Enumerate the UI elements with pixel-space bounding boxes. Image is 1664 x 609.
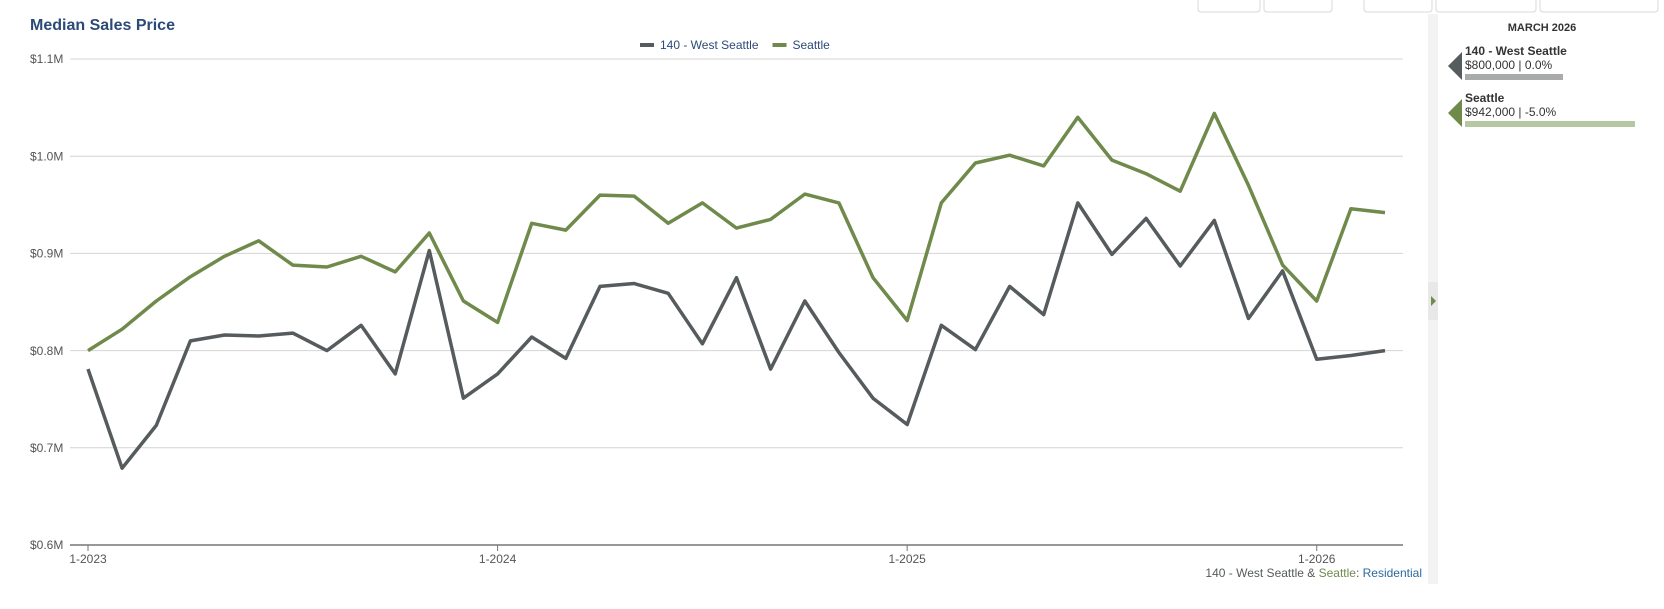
x-tick-label: 1-2026 [1298,552,1336,566]
y-tick-label: $1.0M [30,149,63,163]
y-tick-label: $0.7M [30,441,63,455]
series-line [86,201,1386,470]
toolbar-button[interactable] [1539,0,1659,13]
toolbar-button[interactable] [1363,0,1433,13]
legend-label[interactable]: Seattle [793,38,831,52]
panel-marker [1448,52,1462,80]
y-tick-label: $0.8M [30,344,63,358]
panel-bar [1465,74,1563,80]
footnote-part: : [1356,566,1363,580]
x-tick-label: 1-2024 [479,552,517,566]
panel-toggle-icon [1431,296,1436,306]
y-tick-label: $0.6M [30,538,63,552]
panel-title: MARCH 2026 [1508,22,1576,34]
panel-series-name: 140 - West Seattle [1465,44,1567,58]
footnote-part: Seattle [1319,566,1357,580]
chart-title: Median Sales Price [30,17,175,34]
toolbar-button[interactable] [1435,0,1537,13]
toolbar-button[interactable] [1263,0,1333,13]
y-tick-label: $0.9M [30,247,63,261]
footnote-part: Residential [1363,566,1422,580]
panel-value: $800,000 | 0.0% [1465,58,1553,72]
panel-value: $942,000 | -5.0% [1465,105,1557,119]
panel-bar [1465,121,1635,127]
y-tick-label: $1.1M [30,52,63,66]
footnote-part: & [1304,566,1319,580]
plot-area: $0.6M $0.7M $0.8M $0.9M $1.0M $1.1M 1-2023 1-20… [30,52,1403,566]
panel-marker [1448,99,1462,127]
x-tick-label: 1-2023 [69,552,107,566]
side-panel: 140 - West Seattle$800,000 | 0.0% Seattle… [1448,44,1635,127]
legend: 140 - West Seattle Seattle [640,38,830,52]
toolbar-button[interactable] [1197,0,1261,13]
toolbar [1197,0,1659,13]
x-tick-label: 1-2025 [888,552,926,566]
footnote: 140 - West Seattle & Seattle: Residentia… [1205,566,1422,580]
footnote-part: 140 - West Seattle [1205,566,1304,580]
legend-label[interactable]: 140 - West Seattle [660,38,759,52]
panel-series-name: Seattle [1465,91,1505,105]
series-line [87,111,1386,353]
